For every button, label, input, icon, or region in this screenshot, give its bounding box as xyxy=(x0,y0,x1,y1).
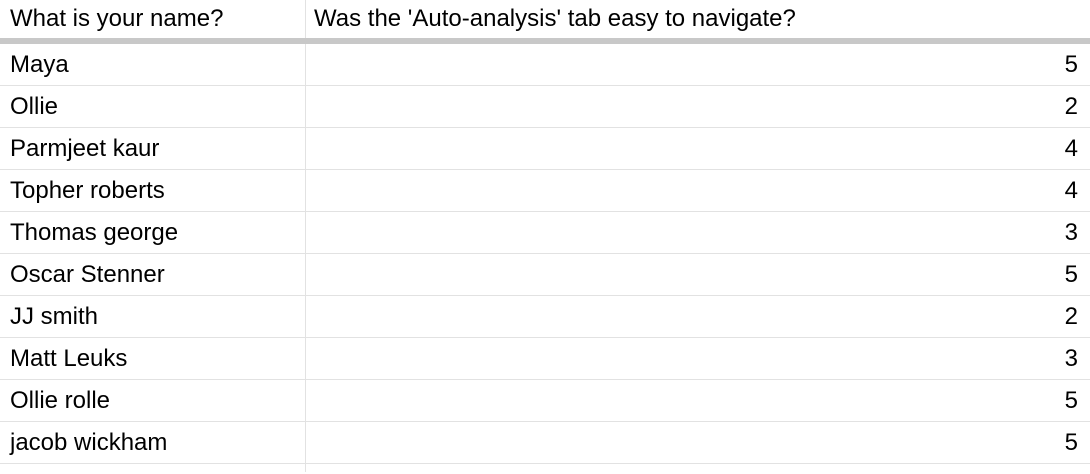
table-row: Matt Leuks 3 xyxy=(0,338,1090,380)
rating-cell[interactable]: 4 xyxy=(1064,134,1078,162)
rating-cell[interactable]: 5 xyxy=(1064,50,1078,78)
rating-cell[interactable]: 5 xyxy=(1064,386,1078,414)
table-row: Thomas george 3 xyxy=(0,212,1090,254)
rating-cell[interactable]: 3 xyxy=(1064,344,1078,372)
frozen-row-divider[interactable] xyxy=(0,38,1090,44)
name-cell[interactable]: jacob wickham xyxy=(0,422,306,463)
name-cell[interactable]: JJ smith xyxy=(0,296,306,337)
rating-cell[interactable]: 2 xyxy=(1064,92,1078,120)
empty-cell[interactable] xyxy=(0,464,306,472)
name-cell[interactable]: Ollie xyxy=(0,86,306,127)
name-cell[interactable]: Matt Leuks xyxy=(0,338,306,379)
rating-cell[interactable]: 4 xyxy=(1064,176,1078,204)
column-header-name[interactable]: What is your name? xyxy=(0,0,306,38)
empty-cell[interactable] xyxy=(306,464,1090,472)
table-row-partial xyxy=(0,464,1090,472)
table-row: Ollie rolle 5 xyxy=(0,380,1090,422)
rating-cell[interactable]: 5 xyxy=(1064,260,1078,288)
rating-cell[interactable]: 3 xyxy=(1064,218,1078,246)
name-cell[interactable]: Topher roberts xyxy=(0,170,306,211)
name-cell[interactable]: Thomas george xyxy=(0,212,306,253)
table-row: JJ smith 2 xyxy=(0,296,1090,338)
column-header-rating[interactable]: Was the 'Auto-analysis' tab easy to navi… xyxy=(314,5,796,32)
table-row: jacob wickham 5 xyxy=(0,422,1090,464)
name-cell[interactable]: Maya xyxy=(0,44,306,85)
name-cell[interactable]: Ollie rolle xyxy=(0,380,306,421)
table-row: Topher roberts 4 xyxy=(0,170,1090,212)
header-row: What is your name? Was the 'Auto-analysi… xyxy=(0,0,1090,38)
table-row: Parmjeet kaur 4 xyxy=(0,128,1090,170)
rating-cell[interactable]: 5 xyxy=(1064,428,1078,456)
name-cell[interactable]: Oscar Stenner xyxy=(0,254,306,295)
table-row: Ollie 2 xyxy=(0,86,1090,128)
rating-cell[interactable]: 2 xyxy=(1064,302,1078,330)
table-row: Maya 5 xyxy=(0,44,1090,86)
name-cell[interactable]: Parmjeet kaur xyxy=(0,128,306,169)
table-row: Oscar Stenner 5 xyxy=(0,254,1090,296)
